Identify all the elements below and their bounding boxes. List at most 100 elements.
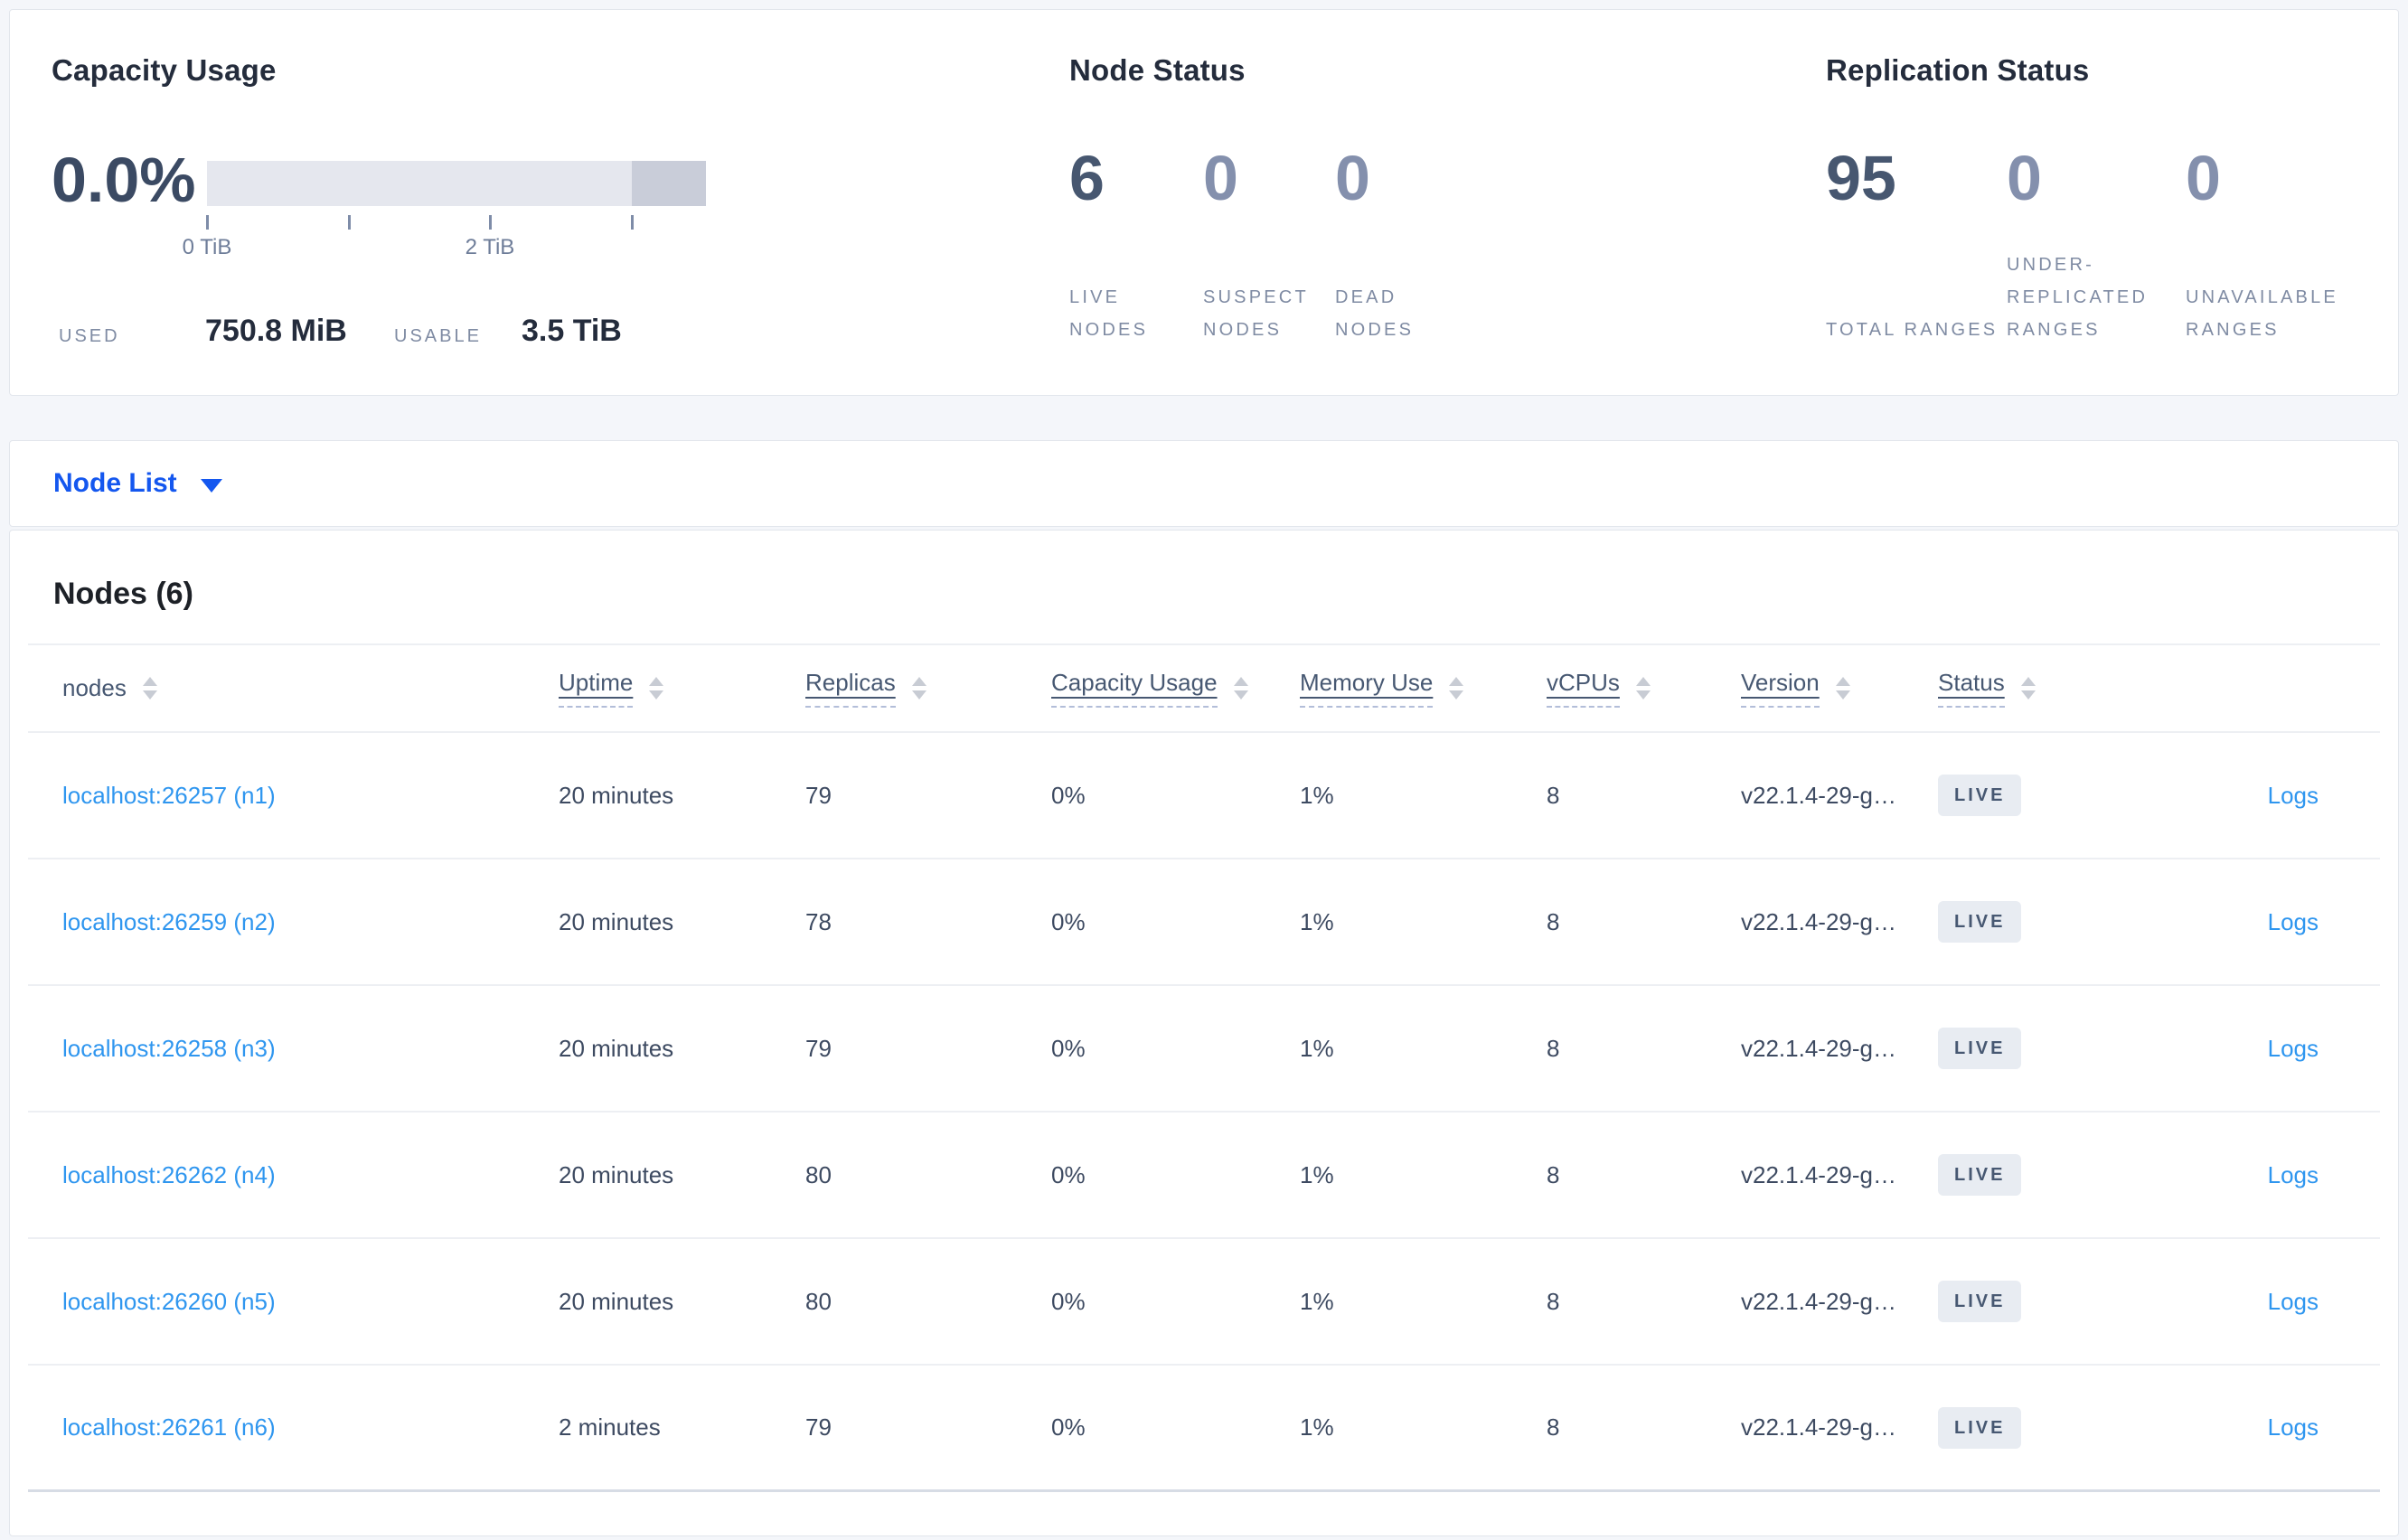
nodes-table-card: Nodes (6) nodes Uptime Replicas Capacity… [9,530,2399,1536]
memory-use-cell: 1% [1300,781,1334,809]
memory-use-cell: 1% [1300,1034,1334,1062]
node-address-link[interactable]: localhost:26262 (n4) [62,1160,276,1188]
logs-link[interactable]: Logs [2267,907,2319,935]
live-nodes-label: LIVE NODES [1069,287,1149,340]
replicas-cell: 79 [805,1034,832,1062]
logs-link[interactable]: Logs [2267,1413,2319,1441]
node-address-cell: localhost:26262 (n4) [62,1161,559,1189]
capacity-usage-cell: 0% [1051,781,1086,809]
logs-cell: Logs [2143,1413,2319,1441]
column-header-uptime[interactable]: Uptime [559,669,805,708]
logs-cell: Logs [2143,782,2319,810]
column-header-capacity-usage[interactable]: Capacity Usage [1051,669,1300,708]
under-replicated-ranges-label: UNDER-REPLICATED RANGES [2007,255,2149,340]
sort-icon [2020,677,2036,700]
sort-icon [142,677,157,700]
version-cell: v22.1.4-29-g… [1741,1034,1896,1062]
axis-tick [347,215,351,230]
node-address-link[interactable]: localhost:26258 (n3) [62,1034,276,1062]
column-label: Uptime [559,669,634,708]
logs-link[interactable]: Logs [2267,1287,2319,1315]
replication-status-section: Replication Status 95 TOTAL RANGES 0 UND… [1822,10,2398,395]
memory-use-cell: 1% [1300,1160,1334,1188]
capacity-usage-cell: 0% [1051,1413,1086,1441]
node-list-dropdown[interactable]: Node List [53,468,222,499]
dead-nodes-count: 0 [1335,143,1370,213]
capacity-usage-cell: 0% [1051,1287,1086,1315]
node-status-section: Node Status 6 LIVE NODES 0 SUSPECT NODES… [1069,10,1792,395]
logs-link[interactable]: Logs [2267,1160,2319,1188]
axis-tick [488,215,492,230]
column-header-replicas[interactable]: Replicas [805,669,1051,708]
column-header-version[interactable]: Version [1741,669,1938,708]
vcpus-cell: 8 [1547,1413,1560,1441]
table-row: localhost:26258 (n3) 20 minutes 79 0% 1%… [28,986,2380,1113]
axis-tick [630,215,634,230]
column-label: vCPUs [1547,669,1620,708]
view-selector-bar: Node List [9,440,2399,527]
column-header-nodes[interactable]: nodes [62,674,559,702]
version-cell: v22.1.4-29-g… [1741,1413,1896,1441]
table-row: localhost:26259 (n2) 20 minutes 78 0% 1%… [28,859,2380,986]
column-label: Capacity Usage [1051,669,1218,708]
node-list-dropdown-label: Node List [53,468,177,498]
vcpus-cell: 8 [1547,1160,1560,1188]
memory-use-cell: 1% [1300,1413,1334,1441]
sort-icon [1635,677,1651,700]
suspect-nodes-count: 0 [1203,143,1238,213]
status-badge: LIVE [1938,775,2022,816]
dead-nodes-label: DEAD NODES [1335,287,1415,340]
table-row: localhost:26260 (n5) 20 minutes 80 0% 1%… [28,1239,2380,1366]
status-cell: LIVE [1938,1406,2143,1449]
sort-icon [649,677,664,700]
column-header-vcpus[interactable]: vCPUs [1547,669,1741,708]
axis-tick-label: 0 TiB [182,235,232,259]
column-header-memory-use[interactable]: Memory Use [1300,669,1547,708]
uptime-cell: 2 minutes [559,1413,661,1441]
used-label: USED [59,326,120,346]
replicas-cell: 79 [805,1413,832,1441]
capacity-usage-title: Capacity Usage [52,53,277,87]
column-header-status[interactable]: Status [1938,669,2143,708]
status-cell: LIVE [1938,901,2143,943]
table-row: localhost:26262 (n4) 20 minutes 80 0% 1%… [28,1113,2380,1239]
node-address-link[interactable]: localhost:26261 (n6) [62,1413,276,1441]
column-label: Replicas [805,669,896,708]
capacity-used-percent: 0.0% [52,145,196,215]
column-label: Memory Use [1300,669,1434,708]
node-address-link[interactable]: localhost:26260 (n5) [62,1287,276,1315]
suspect-nodes-label: SUSPECT NODES [1203,287,1309,340]
node-address-cell: localhost:26259 (n2) [62,908,559,936]
logs-cell: Logs [2143,1035,2319,1063]
uptime-cell: 20 minutes [559,907,674,935]
unavailable-ranges-label: UNAVAILABLE RANGES [2186,287,2338,340]
sort-icon [1449,677,1464,700]
status-badge: LIVE [1938,1281,2022,1322]
capacity-usage-bar: 0 TiB 2 TiB [183,161,706,259]
usable-value: 3.5 TiB [522,314,622,348]
vcpus-cell: 8 [1547,1287,1560,1315]
unavailable-ranges-count: 0 [2186,143,2221,213]
vcpus-cell: 8 [1547,907,1560,935]
chevron-down-icon [200,478,222,493]
replication-status-title: Replication Status [1826,53,2090,87]
version-cell: v22.1.4-29-g… [1741,781,1896,809]
status-cell: LIVE [1938,1281,2143,1322]
logs-link[interactable]: Logs [2267,1034,2319,1062]
column-label: Version [1741,669,1820,708]
node-address-link[interactable]: localhost:26257 (n1) [62,781,276,809]
memory-use-cell: 1% [1300,1287,1334,1315]
replicas-cell: 80 [805,1287,832,1315]
uptime-cell: 20 minutes [559,1287,674,1315]
axis-tick [206,215,209,230]
logs-link[interactable]: Logs [2267,781,2319,809]
capacity-usage-section: Capacity Usage 0.0% 0 TiB 2 TiB USED 750… [10,10,1049,395]
vcpus-cell: 8 [1547,781,1560,809]
status-cell: LIVE [1938,1028,2143,1069]
version-cell: v22.1.4-29-g… [1741,1287,1896,1315]
sort-icon [1835,677,1850,700]
uptime-cell: 20 minutes [559,781,674,809]
node-address-link[interactable]: localhost:26259 (n2) [62,907,276,935]
capacity-usage-cell: 0% [1051,907,1086,935]
